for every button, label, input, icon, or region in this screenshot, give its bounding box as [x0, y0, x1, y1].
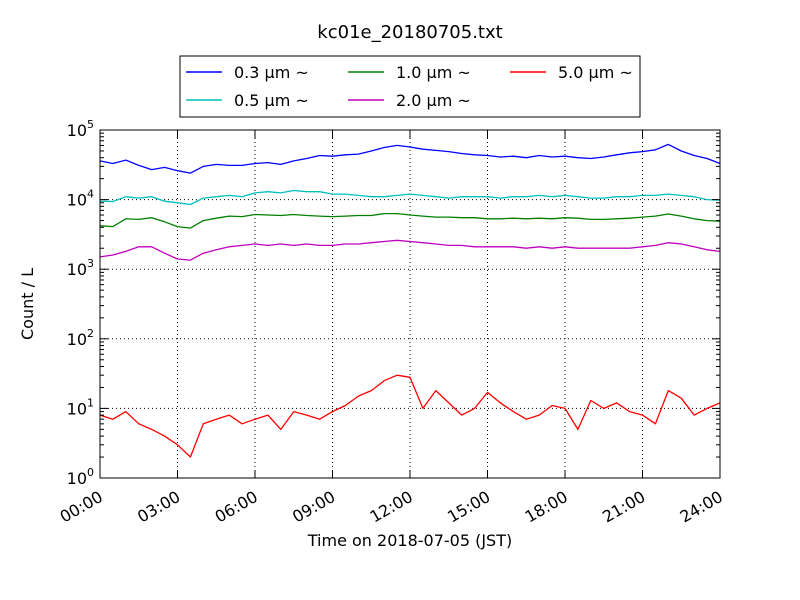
x-ticks: 00:00 03:00 06:00 09:00 12:00 15:00 18:00 21:00… — [57, 130, 726, 527]
legend: 0.3 μm ~ 0.5 μm ~ 1.0 μm ~ 2.0 μm ~ 5.0 μm ~ — [179, 55, 641, 118]
x-axis-label: Time on 2018-07-05 (JST) — [307, 531, 512, 550]
x-tick-label: 03:00 — [134, 487, 183, 527]
x-tick-label: 09:00 — [289, 487, 338, 527]
y-ticks: 100 101 102 103 104 105 — [67, 118, 720, 488]
y-tick-label: 102 — [67, 327, 94, 349]
legend-entry: 2.0 μm ~ — [396, 91, 471, 110]
x-tick-label: 06:00 — [212, 487, 261, 527]
x-tick-label: 18:00 — [522, 487, 571, 527]
y-axis-label: Count / L — [18, 268, 37, 340]
legend-entry: 0.5 μm ~ — [234, 91, 309, 110]
x-tick-label: 15:00 — [444, 487, 493, 527]
x-tick-label: 21:00 — [599, 487, 648, 527]
legend-entry: 5.0 μm ~ — [558, 63, 633, 82]
y-tick-label: 101 — [67, 396, 94, 418]
series-line — [99, 239, 721, 261]
chart-title: kc01e_20180705.txt — [317, 22, 502, 43]
series-layer — [99, 143, 721, 458]
grid — [100, 130, 720, 478]
legend-entry: 1.0 μm ~ — [396, 63, 471, 82]
legend-entry: 0.3 μm ~ — [234, 63, 309, 82]
x-tick-label: 00:00 — [57, 487, 106, 527]
legend-frame — [179, 55, 641, 118]
y-tick-label: 104 — [67, 188, 94, 210]
y-tick-label: 103 — [67, 257, 94, 279]
y-tick-label: 100 — [67, 466, 94, 488]
x-tick-label: 24:00 — [677, 487, 726, 527]
series-line — [99, 212, 721, 229]
y-tick-label: 105 — [67, 118, 94, 140]
series-line — [99, 189, 721, 206]
x-tick-label: 12:00 — [367, 487, 416, 527]
series-line — [99, 374, 721, 458]
series-line — [99, 143, 721, 174]
